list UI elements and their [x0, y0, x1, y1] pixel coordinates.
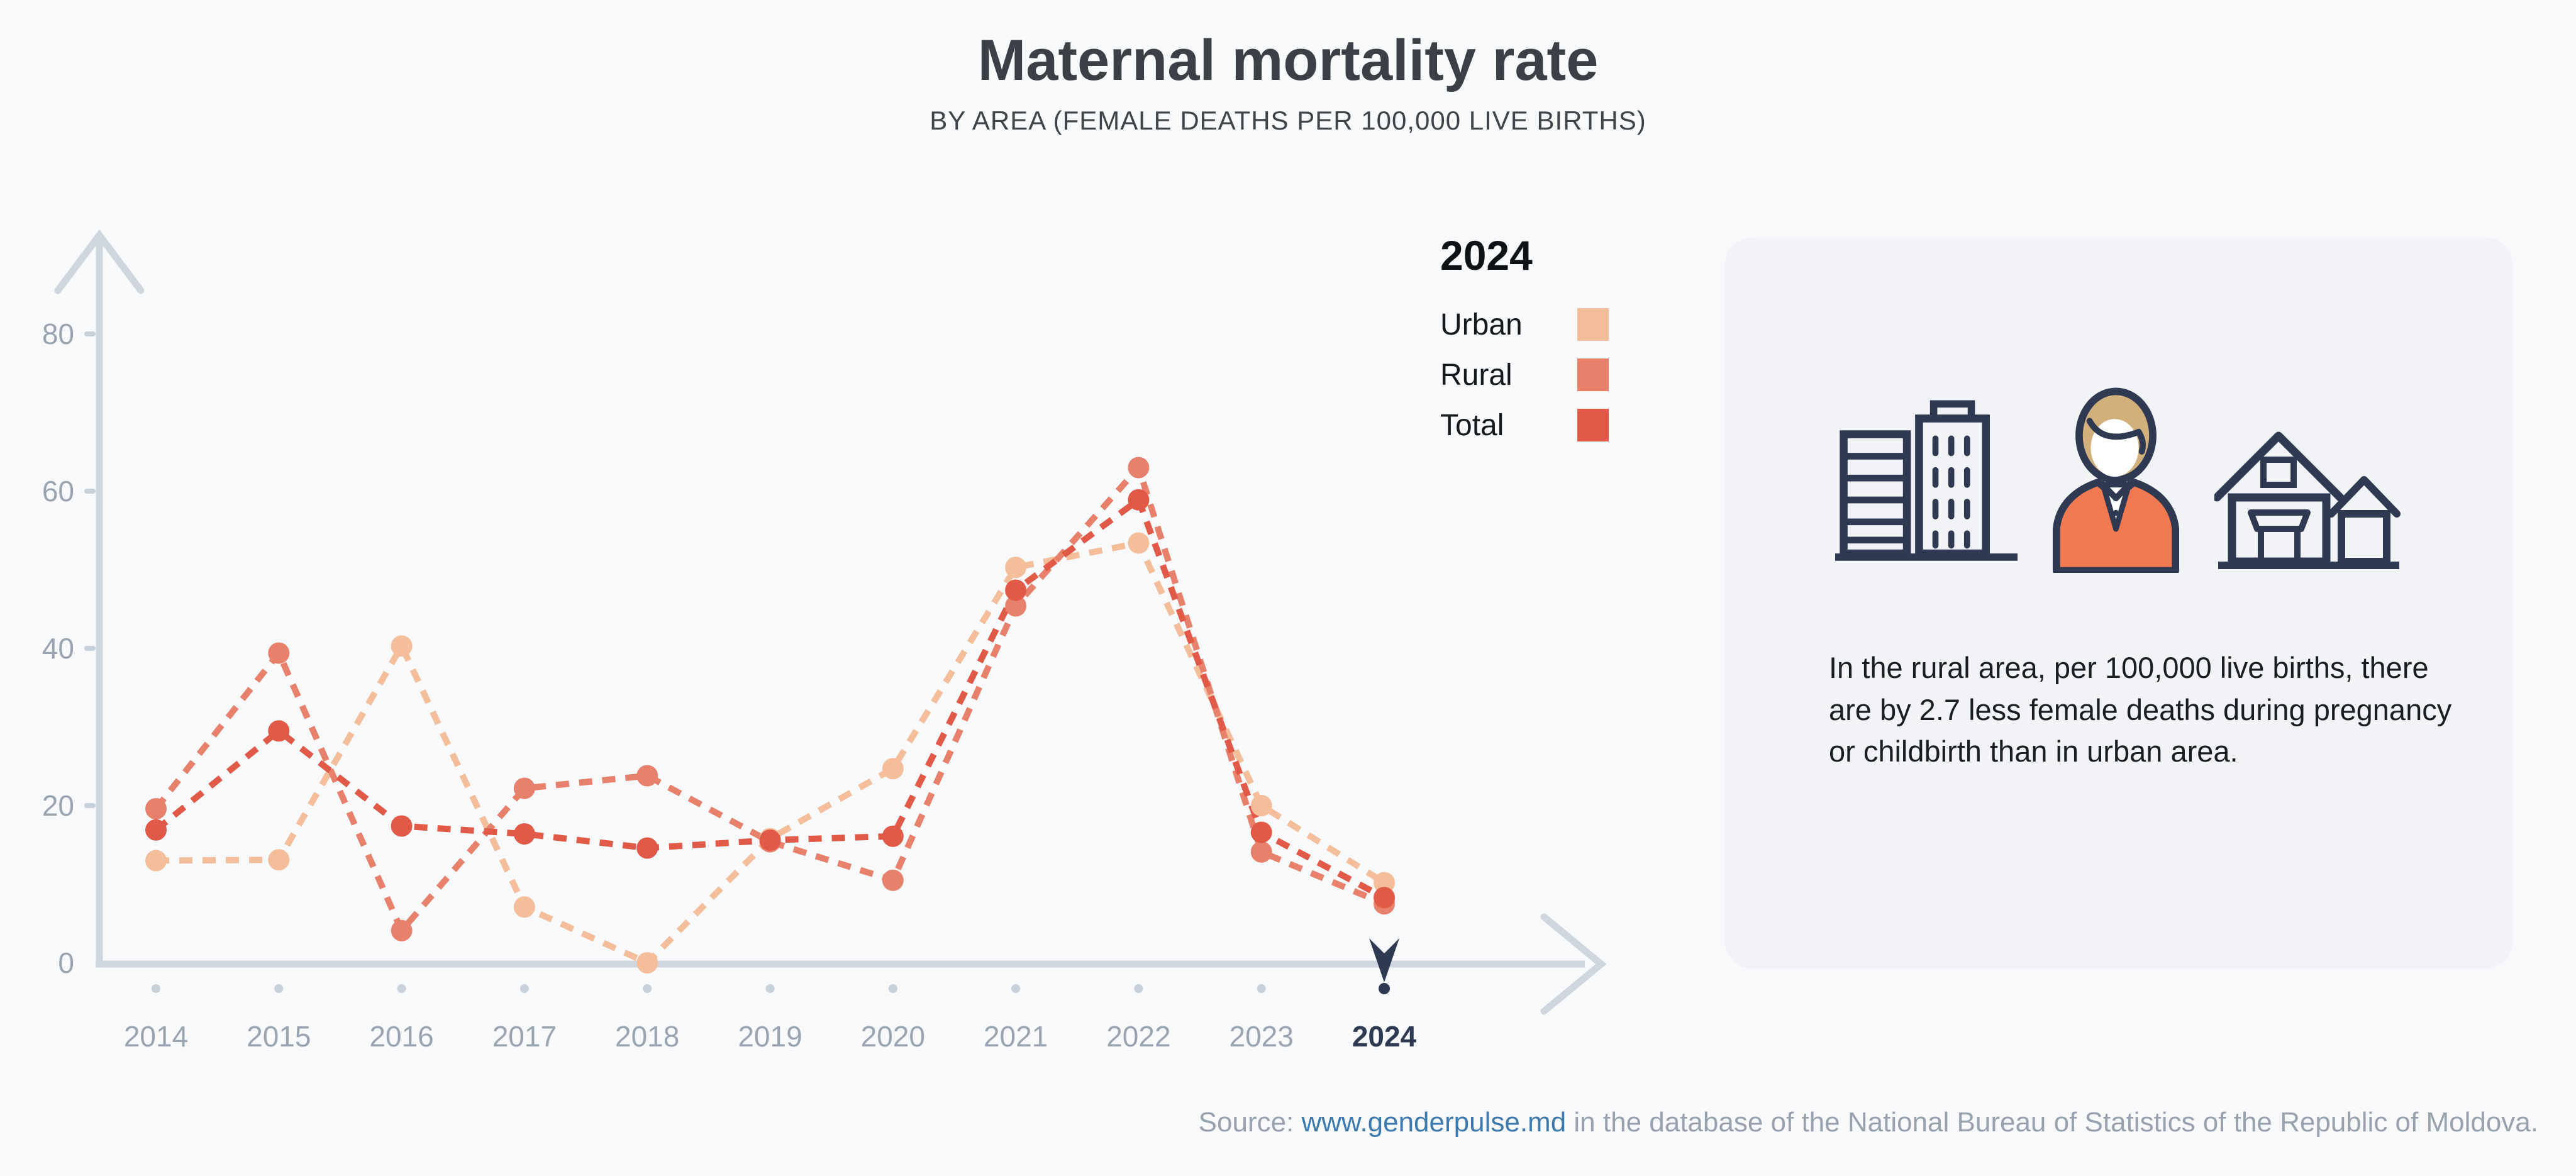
year-tick-2019[interactable] — [765, 984, 775, 993]
year-label-2014[interactable]: 2014 — [124, 1020, 188, 1053]
point-urban-2018[interactable] — [636, 952, 658, 974]
ytick-mark-80 — [84, 331, 96, 336]
year-tick-2022[interactable] — [1134, 984, 1143, 993]
year-tick-2014[interactable] — [152, 984, 160, 993]
y-axis-arrow-icon — [54, 229, 145, 294]
point-total-2021[interactable] — [1005, 579, 1027, 601]
city-buildings-icon — [1835, 400, 2018, 561]
legend-selected-year: 2024 — [1440, 232, 1533, 279]
point-rural-2020[interactable] — [882, 869, 904, 891]
point-total-2024[interactable] — [1374, 887, 1395, 909]
year-label-2021[interactable]: 2021 — [984, 1020, 1048, 1053]
point-urban-2014[interactable] — [145, 850, 167, 872]
point-urban-2020[interactable] — [882, 758, 904, 780]
point-total-2016[interactable] — [391, 815, 413, 837]
year-label-2022[interactable]: 2022 — [1106, 1020, 1170, 1053]
year-tick-2023[interactable] — [1257, 984, 1266, 993]
woman-icon — [2052, 387, 2179, 573]
point-rural-2016[interactable] — [391, 919, 413, 941]
legend-label-urban: Urban — [1440, 308, 1523, 341]
insight-card: In the rural area, per 100,000 live birt… — [1724, 237, 2513, 969]
legend-item-urban: Urban — [1440, 306, 1609, 343]
point-rural-2014[interactable] — [145, 798, 167, 819]
point-rural-2015[interactable] — [268, 642, 290, 664]
point-total-2020[interactable] — [882, 825, 904, 847]
source-line: Source: www.genderpulse.md in the databa… — [1199, 1107, 2538, 1138]
series-line-rural — [153, 461, 1385, 936]
point-total-2019[interactable] — [759, 829, 781, 851]
x-axis-arrow-icon — [1540, 913, 1607, 1015]
legend-swatch-urban — [1577, 308, 1609, 341]
legend-label-rural: Rural — [1440, 358, 1513, 392]
selected-year-marker[interactable] — [1369, 938, 1399, 982]
point-total-2018[interactable] — [636, 837, 658, 859]
ytick-label-0: 0 — [58, 946, 74, 979]
point-urban-2017[interactable] — [513, 896, 535, 918]
legend-swatch-rural — [1577, 358, 1609, 391]
chart-legend: 2024 Urban Rural Total — [1440, 231, 1609, 457]
year-label-2017[interactable]: 2017 — [492, 1020, 557, 1053]
point-rural-2021[interactable] — [1005, 595, 1027, 617]
year-label-2015[interactable]: 2015 — [247, 1020, 311, 1053]
year-tick-2015[interactable] — [274, 984, 284, 993]
point-total-2014[interactable] — [145, 819, 167, 841]
insight-text: In the rural area, per 100,000 live birt… — [1829, 651, 2452, 768]
point-urban-2023[interactable] — [1250, 795, 1272, 816]
year-tick-2018[interactable] — [643, 984, 652, 993]
point-urban-2021[interactable] — [1005, 557, 1027, 579]
point-urban-2024[interactable] — [1374, 872, 1395, 894]
point-urban-2022[interactable] — [1128, 532, 1150, 554]
ytick-label-60: 60 — [42, 475, 74, 508]
ytick-label-40: 40 — [42, 632, 74, 665]
year-label-2018[interactable]: 2018 — [615, 1020, 679, 1053]
point-urban-2016[interactable] — [391, 635, 413, 657]
point-total-2023[interactable] — [1250, 821, 1272, 843]
legend-item-total: Total — [1440, 406, 1609, 444]
ytick-label-80: 80 — [42, 318, 74, 350]
source-prefix: Source: — [1198, 1107, 1302, 1138]
year-tick-2024[interactable] — [1379, 983, 1390, 994]
ytick-label-20: 20 — [42, 789, 74, 822]
year-label-2024[interactable]: 2024 — [1352, 1020, 1417, 1053]
point-total-2022[interactable] — [1128, 489, 1150, 511]
year-tick-2021[interactable] — [1011, 984, 1021, 993]
insight-card-icons — [1724, 384, 2513, 573]
legend-item-rural: Rural — [1440, 356, 1609, 394]
page-title: Maternal mortality rate — [977, 28, 1599, 92]
source-suffix: in the database of the National Bureau o… — [1566, 1107, 2538, 1138]
year-label-2019[interactable]: 2019 — [738, 1020, 802, 1053]
year-tick-2020[interactable] — [888, 984, 897, 993]
year-label-2016[interactable]: 2016 — [369, 1020, 433, 1053]
year-label-2020[interactable]: 2020 — [861, 1020, 925, 1053]
point-rural-2017[interactable] — [513, 777, 535, 799]
point-total-2017[interactable] — [513, 823, 535, 845]
point-urban-2015[interactable] — [268, 849, 290, 871]
point-rural-2023[interactable] — [1250, 841, 1272, 863]
point-rural-2022[interactable] — [1128, 457, 1150, 479]
rural-houses-icon — [2214, 431, 2401, 569]
point-rural-2018[interactable] — [636, 765, 658, 787]
point-total-2015[interactable] — [268, 720, 290, 742]
page-subtitle: BY AREA (FEMALE DEATHS PER 100,000 LIVE … — [930, 106, 1646, 135]
legend-label-total: Total — [1440, 408, 1504, 442]
year-tick-2017[interactable] — [519, 984, 529, 993]
ytick-mark-60 — [84, 489, 96, 494]
ytick-mark-20 — [84, 803, 96, 808]
source-link[interactable]: www.genderpulse.md — [1301, 1107, 1567, 1138]
legend-swatch-total — [1577, 409, 1609, 441]
year-label-2023[interactable]: 2023 — [1230, 1020, 1294, 1053]
series-line-urban — [155, 539, 1386, 967]
ytick-mark-40 — [84, 646, 96, 651]
year-tick-2016[interactable] — [397, 984, 406, 993]
